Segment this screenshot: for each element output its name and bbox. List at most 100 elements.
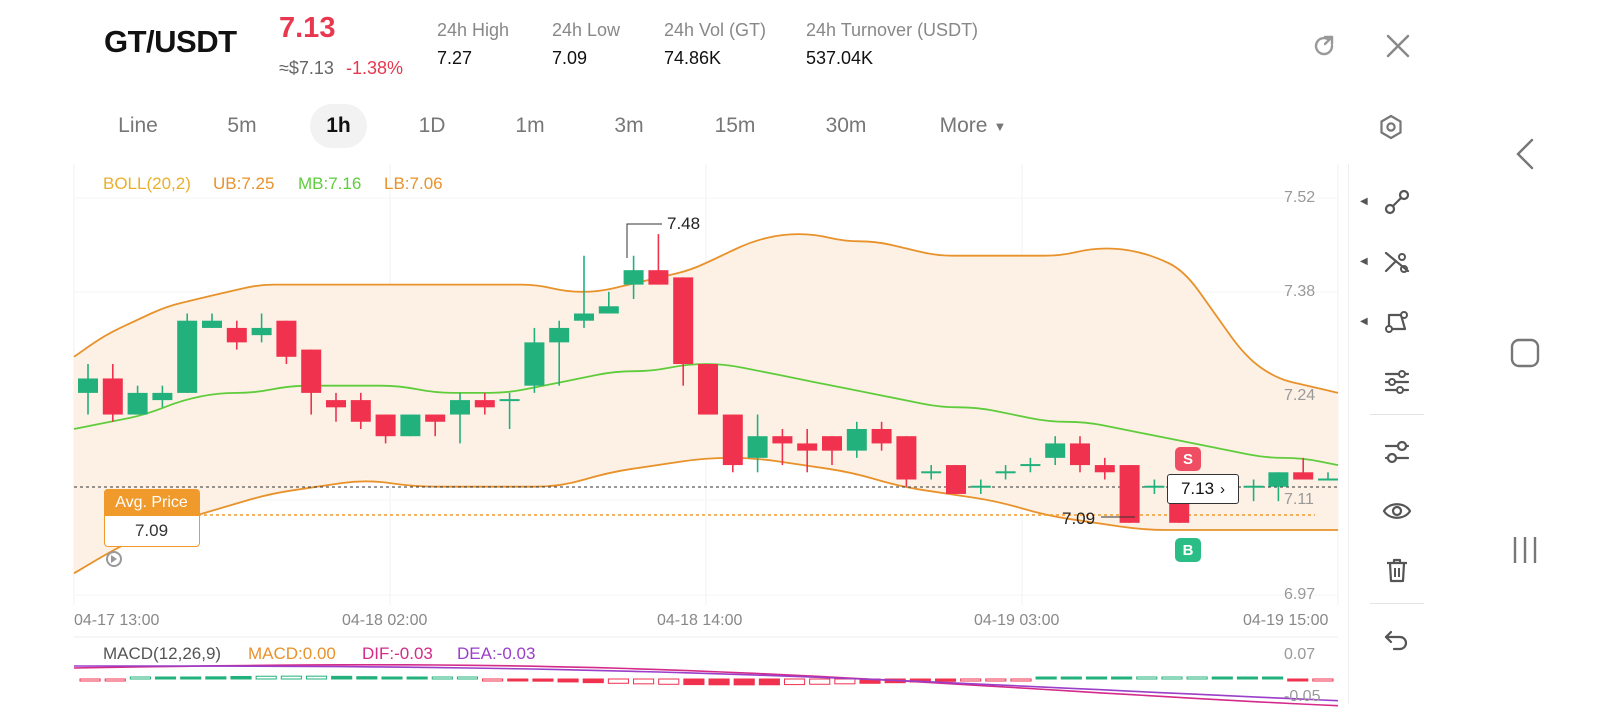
- macd-dea-line: [73, 665, 1339, 702]
- candle-body: [78, 378, 98, 393]
- y-tick: 7.38: [1284, 283, 1316, 300]
- tab-1m[interactable]: 1m: [515, 114, 545, 137]
- candle-body: [871, 428, 892, 444]
- macd-hist-bar: [1186, 676, 1208, 680]
- boll-lb: LB:7.06: [384, 174, 443, 193]
- current-price-tag[interactable]: 7.13 ›: [1167, 474, 1239, 504]
- macd-hist-bar: [356, 676, 378, 680]
- candle-body: [152, 392, 173, 401]
- draw-settings-icon[interactable]: [1372, 427, 1422, 477]
- boll-name: BOLL(20,2): [103, 174, 191, 193]
- sell-marker[interactable]: S: [1175, 447, 1201, 471]
- candle-body: [350, 400, 371, 422]
- macd-hist-bar: [1161, 676, 1183, 680]
- candle-body: [450, 400, 470, 415]
- candle-body: [251, 327, 272, 336]
- tab-line[interactable]: Line: [118, 114, 158, 137]
- draw-shape-icon[interactable]: [1372, 297, 1422, 347]
- stat-turnover-label: 24h Turnover (USDT): [806, 20, 979, 40]
- caret-left-icon: ◀: [1360, 256, 1368, 267]
- macd-hist-bar: [1211, 676, 1233, 680]
- macd-hist-bar: [683, 678, 705, 686]
- toolbar-separator: [1370, 414, 1424, 415]
- tab-3m[interactable]: 3m: [614, 114, 644, 137]
- y-tick: 7.11: [1284, 491, 1314, 508]
- indicator-sliders-icon[interactable]: [1372, 357, 1422, 407]
- usd-price: ≈$7.13: [279, 58, 334, 78]
- nav-back-icon[interactable]: [1505, 134, 1545, 174]
- boll-ub: UB:7.25: [213, 174, 275, 193]
- candle-body: [772, 436, 793, 444]
- tab-15m[interactable]: 15m: [714, 114, 756, 137]
- candle-body: [499, 399, 520, 402]
- candle-body: [574, 313, 594, 321]
- macd-hist-bar: [783, 678, 806, 686]
- candle-body: [623, 270, 644, 285]
- x-tick: 04-17 13:00: [74, 612, 160, 629]
- candle-body: [648, 270, 669, 285]
- macd-hist-bar: [607, 678, 629, 684]
- macd-hist-bar: [205, 676, 227, 680]
- macd-hist-bar: [934, 678, 957, 682]
- candle-body: [598, 306, 619, 314]
- candle-body: [1268, 472, 1289, 487]
- eye-icon[interactable]: [1372, 486, 1422, 536]
- candle-body: [474, 400, 495, 408]
- candle-body: [946, 465, 966, 494]
- current-price-value: 7.13: [1180, 479, 1215, 498]
- candle-body: [673, 277, 694, 365]
- chart-settings-icon[interactable]: [1370, 106, 1412, 148]
- trash-icon[interactable]: [1372, 545, 1422, 595]
- y-tick: 7.24: [1284, 387, 1316, 404]
- macd-hist-bar: [456, 676, 479, 680]
- draw-cross-line-icon[interactable]: [1372, 237, 1422, 287]
- macd-hist-bar: [532, 678, 554, 682]
- nav-home-icon[interactable]: [1504, 332, 1546, 374]
- macd-hist-bar: [104, 678, 126, 682]
- draw-trendline-icon[interactable]: [1372, 177, 1422, 227]
- macd-hist-bar: [129, 676, 151, 680]
- candle-body: [102, 378, 123, 415]
- undo-icon[interactable]: [1372, 614, 1422, 664]
- macd-hist-bar: [1111, 676, 1133, 680]
- macd-hist-bar: [1010, 678, 1032, 682]
- candle-body: [722, 414, 743, 466]
- nav-recents-icon[interactable]: [1505, 530, 1545, 570]
- low-price-label: 7.09: [1062, 509, 1096, 528]
- macd-hist-bar: [733, 678, 755, 686]
- candle-body: [276, 320, 297, 357]
- candle-body: [747, 436, 768, 458]
- buy-marker[interactable]: B: [1175, 538, 1201, 562]
- candle-body: [896, 436, 917, 480]
- candle-body: [326, 400, 346, 408]
- tab-30m[interactable]: 30m: [825, 114, 867, 137]
- stat-high-label: 24h High: [437, 20, 510, 40]
- tab-more[interactable]: More ▼: [928, 104, 1018, 148]
- candle-body: [1293, 472, 1314, 480]
- close-icon[interactable]: [1376, 24, 1420, 68]
- candle-body: [921, 471, 942, 474]
- macd-hist-bar: [406, 676, 428, 680]
- tab-1h[interactable]: 1h: [310, 104, 367, 148]
- macd-hist-bar: [1236, 676, 1258, 680]
- boll-mb: MB:7.16: [298, 174, 362, 193]
- macd-hist-bar: [658, 678, 680, 685]
- refresh-icon[interactable]: [1302, 24, 1346, 68]
- macd-hist-bar: [331, 675, 353, 680]
- candle-body: [400, 414, 421, 437]
- macd-hist-bar: [809, 678, 831, 685]
- macd-hist-bar: [255, 675, 277, 680]
- macd-hist-bar: [79, 678, 101, 682]
- tab-1d[interactable]: 1D: [418, 114, 446, 137]
- stat-low-label: 24h Low: [552, 20, 621, 40]
- scroll-to-latest-icon[interactable]: [101, 546, 127, 572]
- candle-body: [846, 428, 867, 451]
- tab-5m[interactable]: 5m: [227, 114, 257, 137]
- candle-body: [301, 349, 322, 393]
- macd-hist-bar: [180, 676, 202, 680]
- macd-hist-bar: [708, 678, 730, 686]
- caret-left-icon: ◀: [1360, 316, 1368, 327]
- macd-hist-bar: [985, 678, 1007, 682]
- macd-hist-bar: [1262, 676, 1284, 680]
